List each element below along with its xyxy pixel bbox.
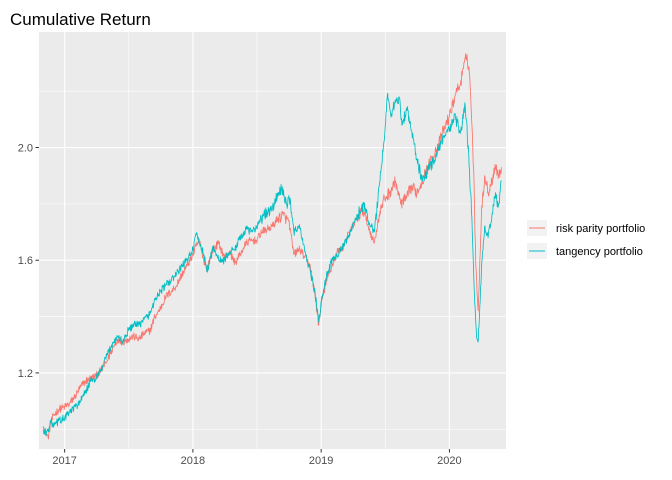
- chart-title: Cumulative Return: [10, 10, 151, 29]
- y-tick-label: 1.2: [18, 368, 33, 380]
- series-line-tangency: [42, 92, 502, 437]
- plot-panel: [39, 32, 506, 449]
- x-tick-label: 2017: [52, 455, 76, 467]
- major-gridlines: [39, 32, 506, 449]
- y-tick-label: 2.0: [18, 143, 33, 155]
- series-lines: [42, 53, 502, 440]
- x-tick-label: 2019: [309, 455, 333, 467]
- axis-ticks: [35, 147, 450, 453]
- y-axis-tick-labels: 1.2 1.6 2.0: [18, 143, 33, 380]
- legend-label-risk-parity: risk parity portfolio: [556, 223, 645, 235]
- legend-label-tangency: tangency portfolio: [556, 246, 643, 258]
- y-tick-label: 1.6: [18, 255, 33, 267]
- x-tick-label: 2020: [437, 455, 461, 467]
- x-tick-label: 2018: [181, 455, 205, 467]
- legend: risk parity portfolio tangency portfolio: [527, 220, 645, 259]
- x-axis-tick-labels: 2017 2018 2019 2020: [52, 455, 461, 467]
